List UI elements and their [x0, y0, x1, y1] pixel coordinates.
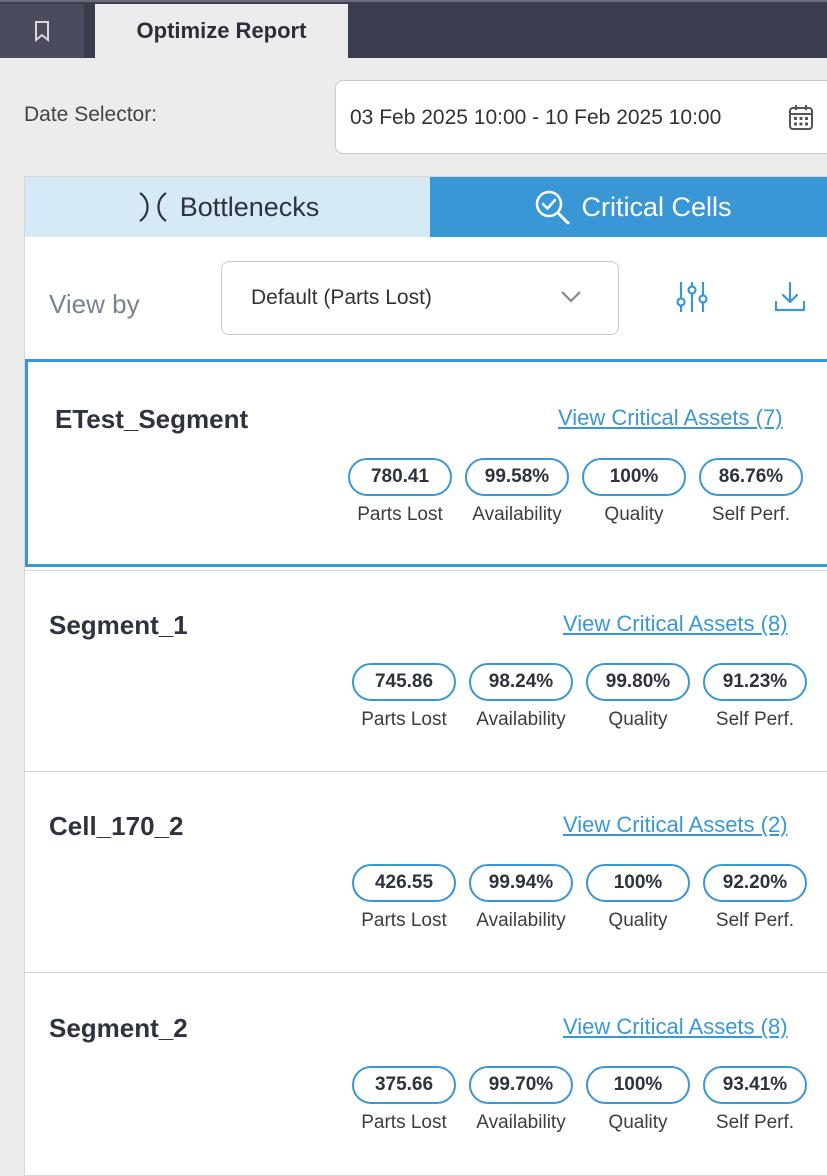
quality-value: 99.80%: [586, 663, 690, 701]
availability-value: 99.58%: [465, 458, 569, 496]
metric-quality: 100% Quality: [586, 864, 690, 932]
quality-value: 100%: [582, 458, 686, 496]
self-perf-label: Self Perf.: [711, 504, 791, 525]
tab-bottlenecks-label: Bottlenecks: [179, 191, 320, 222]
metric-self-perf: 86.76% Self Perf.: [699, 458, 803, 526]
metric-availability: 99.94% Availability: [469, 864, 573, 932]
parts-lost-value: 745.86: [352, 663, 456, 701]
chevron-down-icon: [561, 291, 581, 303]
quality-label: Quality: [604, 504, 664, 525]
tab-bottlenecks[interactable]: Bottlenecks: [25, 177, 430, 237]
view-critical-assets-link[interactable]: View Critical Assets (8): [563, 1014, 788, 1039]
metric-availability: 98.24% Availability: [469, 663, 573, 731]
date-range-value: 03 Feb 2025 10:00 - 10 Feb 2025 10:00: [350, 106, 722, 129]
download-icon[interactable]: [773, 280, 807, 314]
report-panel: Bottlenecks Critical Cells View by Defau…: [24, 176, 827, 1176]
parts-lost-value: 375.66: [352, 1066, 456, 1104]
metric-availability: 99.58% Availability: [465, 458, 569, 526]
availability-value: 98.24%: [469, 663, 573, 701]
tab-critical-cells[interactable]: Critical Cells: [430, 177, 827, 237]
calendar-icon[interactable]: [788, 103, 814, 131]
segment-card[interactable]: Segment_2 View Critical Assets (8) 375.6…: [25, 972, 827, 1175]
self-perf-value: 91.23%: [703, 663, 807, 701]
sliders-icon[interactable]: [675, 280, 709, 314]
metric-self-perf: 91.23% Self Perf.: [703, 663, 807, 731]
view-critical-assets-link[interactable]: View Critical Assets (7): [558, 405, 783, 430]
metric-availability: 99.70% Availability: [469, 1066, 573, 1134]
segment-card[interactable]: Cell_170_2 View Critical Assets (2) 426.…: [25, 771, 827, 972]
availability-label: Availability: [472, 504, 562, 525]
metric-parts-lost: 780.41 Parts Lost: [348, 458, 452, 526]
quality-label: Quality: [608, 910, 668, 931]
parts-lost-label: Parts Lost: [361, 1112, 447, 1133]
metric-parts-lost: 745.86 Parts Lost: [352, 663, 456, 731]
self-perf-label: Self Perf.: [715, 709, 795, 730]
segment-name: Segment_1: [49, 610, 188, 640]
parts-lost-value: 780.41: [348, 458, 452, 496]
availability-label: Availability: [476, 910, 566, 931]
segment-name: Cell_170_2: [49, 811, 184, 841]
parts-lost-label: Parts Lost: [357, 504, 443, 525]
search-check-icon: [536, 190, 570, 225]
metric-quality: 100% Quality: [586, 1066, 690, 1134]
metric-quality: 100% Quality: [582, 458, 686, 526]
metric-self-perf: 93.41% Self Perf.: [703, 1066, 807, 1134]
metric-parts-lost: 375.66 Parts Lost: [352, 1066, 456, 1134]
self-perf-label: Self Perf.: [715, 1112, 795, 1133]
quality-label: Quality: [608, 709, 668, 730]
bottleneck-icon: [139, 192, 167, 222]
tab-optimize-report-label: Optimize Report: [136, 18, 307, 43]
availability-value: 99.94%: [469, 864, 573, 902]
view-by-selected-value: Default (Parts Lost): [251, 286, 432, 309]
quality-label: Quality: [608, 1112, 668, 1133]
metric-parts-lost: 426.55 Parts Lost: [352, 864, 456, 932]
top-tab-bar: Optimize Report: [0, 0, 827, 58]
segment-card[interactable]: ETest_Segment View Critical Assets (7) 7…: [25, 359, 827, 567]
bookmark-icon: [35, 21, 49, 42]
metric-self-perf: 92.20% Self Perf.: [703, 864, 807, 932]
segment-name: Segment_2: [49, 1013, 188, 1043]
topbar-divider: [0, 0, 827, 2]
tab-critical-cells-label: Critical Cells: [581, 191, 732, 222]
tab-optimize-report[interactable]: Optimize Report: [95, 4, 348, 58]
view-tabs: Bottlenecks Critical Cells: [25, 177, 827, 237]
availability-value: 99.70%: [469, 1066, 573, 1104]
metric-quality: 99.80% Quality: [586, 663, 690, 731]
segment-name: ETest_Segment: [55, 404, 249, 434]
bookmark-tab[interactable]: [0, 4, 84, 58]
availability-label: Availability: [476, 709, 566, 730]
self-perf-value: 93.41%: [703, 1066, 807, 1104]
parts-lost-label: Parts Lost: [361, 910, 447, 931]
view-critical-assets-link[interactable]: View Critical Assets (2): [563, 812, 788, 837]
quality-value: 100%: [586, 864, 690, 902]
view-by-dropdown[interactable]: Default (Parts Lost): [221, 261, 619, 335]
self-perf-label: Self Perf.: [715, 910, 795, 931]
date-range-input[interactable]: 03 Feb 2025 10:00 - 10 Feb 2025 10:00: [335, 80, 827, 154]
view-by-label: View by: [49, 289, 140, 319]
date-selector-label: Date Selector:: [24, 103, 158, 126]
view-critical-assets-link[interactable]: View Critical Assets (8): [563, 611, 788, 636]
availability-label: Availability: [476, 1112, 566, 1133]
segment-card[interactable]: Segment_1 View Critical Assets (8) 745.8…: [25, 570, 827, 771]
parts-lost-value: 426.55: [352, 864, 456, 902]
parts-lost-label: Parts Lost: [361, 709, 447, 730]
self-perf-value: 92.20%: [703, 864, 807, 902]
self-perf-value: 86.76%: [699, 458, 803, 496]
quality-value: 100%: [586, 1066, 690, 1104]
